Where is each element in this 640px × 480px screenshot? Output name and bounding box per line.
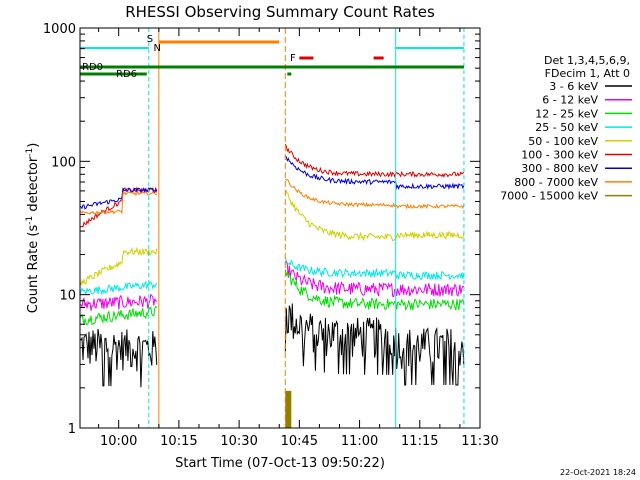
series-line-7-seg1: [284, 178, 465, 210]
series-line-4-seg0: [79, 246, 158, 286]
y-axis-label-mid: detector: [26, 156, 41, 216]
legend-label-0: 3 - 6 keV: [549, 80, 598, 93]
legend-label-2: 12 - 25 keV: [535, 107, 598, 120]
series-line-7-seg0: [79, 190, 157, 216]
x-tick-label-6: 11:30: [461, 434, 498, 449]
series-line-2-seg1: [284, 269, 465, 312]
series-line-3-seg0: [79, 280, 158, 296]
series-line-5-seg0: [79, 186, 158, 228]
x-tick-label-2: 10:30: [220, 434, 257, 449]
x-axis-label: Start Time (07-Oct-13 09:50:22): [175, 456, 385, 471]
legend-label-3: 25 - 50 keV: [535, 121, 598, 134]
series-line-2-seg0: [79, 305, 158, 326]
series-line-0-seg0: [79, 328, 158, 388]
y-tick-label-0: 1: [68, 422, 76, 437]
flare-flag-label: F: [290, 53, 296, 64]
x-tick-label-3: 10:45: [281, 434, 318, 449]
y-axis-label-end: ): [26, 143, 41, 148]
legend-label-4: 50 - 100 keV: [528, 135, 598, 148]
y-tick-label-3: 1000: [43, 22, 76, 37]
x-tick-label-1: 10:15: [160, 434, 197, 449]
legend-label-7: 800 - 7000 keV: [514, 176, 598, 189]
x-tick-label-4: 11:00: [341, 434, 378, 449]
series-line-0-seg1: [284, 303, 465, 386]
y-tick-label-2: 100: [51, 155, 76, 170]
series-bump-7000-15000: [285, 390, 292, 428]
y-axis-label-sup2: -1: [25, 148, 35, 157]
legend-label-8: 7000 - 15000 keV: [500, 190, 598, 203]
series-line-6-seg1: [284, 155, 465, 191]
series-line-3-seg1: [284, 256, 465, 281]
chart-title: RHESSI Observing Summary Count Rates: [125, 3, 435, 21]
series-line-5-seg1: [284, 143, 465, 179]
y-axis-label-sup1: -1: [25, 216, 35, 225]
plot-frame: [79, 27, 481, 429]
legend-header-1: FDecim 1, Att 0: [545, 67, 630, 80]
series-line-6-seg0: [79, 186, 158, 210]
rd6-flag-label: RD6: [116, 69, 137, 80]
saa-flag-label: S: [147, 34, 153, 45]
rd0-flag-label: RD0: [82, 62, 103, 73]
night-flag-label: N: [153, 43, 160, 54]
series-line-4-seg1: [284, 189, 465, 242]
legend-label-5: 100 - 300 keV: [521, 149, 598, 162]
y-tick-label-1: 10: [59, 289, 76, 304]
y-axis-label: Count Rate (s-1 detector-1): [25, 143, 41, 314]
legend-header-0: Det 1,3,4,5,6,9,: [544, 54, 630, 67]
x-tick-label-5: 11:15: [401, 434, 438, 449]
series-line-1-seg1: [284, 260, 465, 298]
legend-label-6: 300 - 800 keV: [521, 162, 598, 175]
y-axis-label-main: Count Rate (s: [26, 225, 41, 314]
series-line-1-seg0: [79, 293, 157, 311]
timestamp: 22-Oct-2021 18:24: [560, 468, 636, 477]
x-tick-label-0: 10:00: [100, 434, 137, 449]
legend-label-1: 6 - 12 keV: [542, 94, 598, 107]
